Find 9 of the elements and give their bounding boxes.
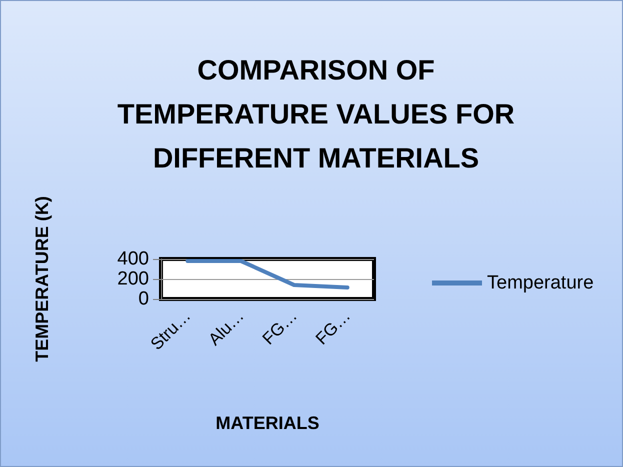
x-axis-title: MATERIALS bbox=[216, 413, 320, 433]
y-tick-label: 0 bbox=[138, 288, 149, 310]
legend-label: Temperature bbox=[487, 272, 594, 294]
chart-title: COMPARISON OF TEMPERATURE VALUES FOR DIFFERENT MATERIALS bbox=[117, 54, 515, 174]
y-axis-title: TEMPERATURE (K) bbox=[32, 196, 52, 362]
x-tick-label: FG… bbox=[312, 306, 354, 348]
x-tick-label: FG… bbox=[258, 306, 301, 348]
y-tick-label: 200 bbox=[117, 268, 149, 290]
y-tick-label: 400 bbox=[117, 248, 149, 270]
